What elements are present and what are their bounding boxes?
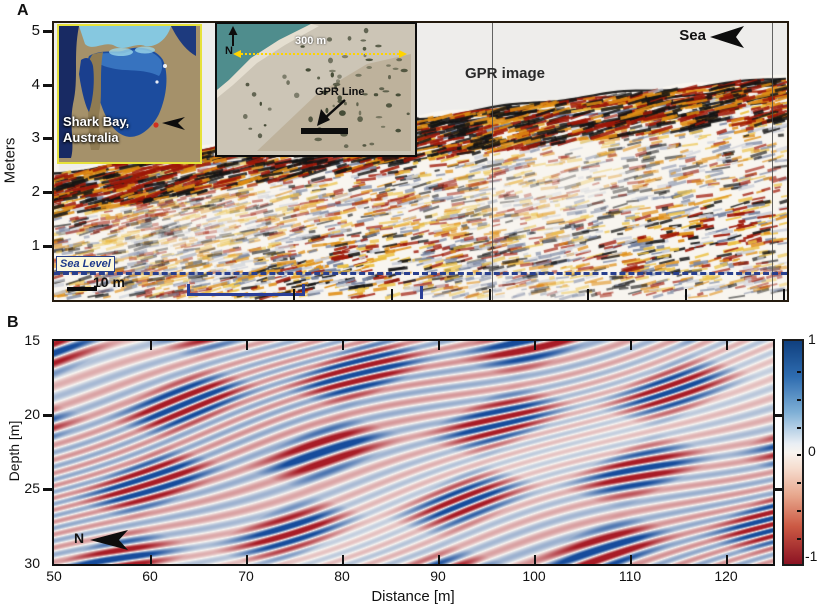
section-bracket-tick bbox=[302, 284, 305, 295]
x-tick bbox=[150, 555, 152, 564]
trace-boundary-line bbox=[772, 23, 773, 300]
y-tick-label: 30 bbox=[24, 555, 40, 571]
x-tick-label: 100 bbox=[522, 568, 546, 584]
depth-axis-label: Depth [m] bbox=[6, 420, 22, 482]
scale-arrow-right-icon bbox=[399, 50, 407, 58]
colorbar-tick-label: -1 bbox=[805, 548, 818, 564]
scale-bar-label: 10 m bbox=[93, 274, 125, 290]
colorbar-tick bbox=[797, 482, 801, 484]
y-tick-label: 25 bbox=[24, 480, 40, 496]
colorbar-tick bbox=[797, 427, 801, 429]
y-tick-label: 5 bbox=[31, 22, 40, 39]
y-tick-right bbox=[775, 488, 783, 491]
aerial-photo-art bbox=[217, 24, 411, 151]
scale-dotted-line bbox=[241, 53, 399, 55]
amplitude-section-panel: N bbox=[52, 339, 775, 566]
y-tick-label: 4 bbox=[31, 76, 40, 93]
y-tick-label: 2 bbox=[31, 183, 40, 200]
x-tick bbox=[150, 341, 152, 350]
gpr-line-arrow-head-icon bbox=[317, 109, 330, 126]
section-bracket-tick bbox=[420, 286, 423, 299]
y-tick bbox=[43, 245, 53, 248]
colorbar-tick bbox=[797, 399, 801, 401]
panel-b-label: B bbox=[7, 314, 19, 331]
y-tick-label: 1 bbox=[31, 237, 40, 254]
vegetation-dots bbox=[243, 27, 410, 149]
x-tick bbox=[726, 341, 728, 350]
site-marker-dot bbox=[153, 122, 159, 128]
section-bracket bbox=[187, 293, 305, 296]
colorbar-tick bbox=[797, 510, 801, 512]
colorbar bbox=[782, 339, 804, 566]
y-tick bbox=[43, 137, 53, 140]
x-tick-label: 60 bbox=[142, 568, 158, 584]
x-tick bbox=[438, 341, 440, 350]
scale-bar bbox=[67, 287, 97, 291]
x-tick bbox=[783, 289, 785, 300]
shark-bay-map-inset: Shark Bay, Australia bbox=[57, 24, 202, 164]
x-tick bbox=[534, 555, 536, 564]
gpr-line-bar bbox=[301, 128, 348, 134]
x-tick-label: 80 bbox=[334, 568, 350, 584]
distance-axis-label: Distance [m] bbox=[371, 588, 455, 605]
colorbar-tick-label: 0 bbox=[808, 443, 816, 459]
gpr-line-arrow-icon bbox=[324, 99, 346, 119]
sea-arrow-icon bbox=[710, 26, 744, 48]
colorbar-tick-label: 1 bbox=[808, 331, 816, 347]
location-arrow-icon bbox=[162, 117, 185, 130]
y-tick bbox=[43, 488, 53, 491]
x-tick bbox=[438, 555, 440, 564]
north-label: N bbox=[225, 45, 233, 57]
x-tick-label: 120 bbox=[714, 568, 738, 584]
inset-caption-line1: Shark Bay, bbox=[63, 114, 130, 129]
colorbar-tick bbox=[797, 371, 801, 373]
scale-300m-label: 300 m bbox=[295, 35, 327, 47]
scale-arrow-left-icon bbox=[233, 50, 241, 58]
amplitude-canvas bbox=[54, 341, 773, 564]
inset-caption-line2: Australia bbox=[63, 130, 119, 145]
panel-a-label: A bbox=[17, 2, 29, 19]
x-tick bbox=[342, 341, 344, 350]
x-tick bbox=[246, 341, 248, 350]
y-tick bbox=[43, 30, 53, 33]
north-label: N bbox=[74, 530, 85, 546]
x-tick bbox=[726, 555, 728, 564]
y-tick-label: 20 bbox=[24, 406, 40, 422]
x-tick bbox=[391, 289, 393, 300]
x-tick bbox=[630, 341, 632, 350]
y-tick bbox=[43, 191, 53, 194]
sea-level-line bbox=[54, 272, 787, 275]
y-tick-label: 3 bbox=[31, 129, 40, 146]
colorbar-tick bbox=[797, 454, 801, 456]
y-tick bbox=[43, 84, 53, 87]
x-tick-label: 90 bbox=[430, 568, 446, 584]
x-tick-label: 70 bbox=[238, 568, 254, 584]
y-tick-label: 15 bbox=[24, 332, 40, 348]
aerial-photo-inset: N 300 m GPR Line bbox=[215, 22, 417, 157]
x-tick-label: 50 bbox=[46, 568, 62, 584]
x-tick bbox=[630, 555, 632, 564]
section-bracket-tick bbox=[187, 284, 190, 295]
gpr-image-label: GPR image bbox=[464, 65, 546, 82]
x-tick-label: 110 bbox=[618, 568, 642, 584]
x-tick bbox=[534, 341, 536, 350]
colorbar-tick bbox=[797, 538, 801, 540]
sea-level-label: Sea Level bbox=[56, 256, 115, 272]
x-tick bbox=[293, 289, 295, 300]
y-tick bbox=[43, 414, 53, 417]
trace-boundary-line bbox=[492, 23, 493, 300]
x-tick bbox=[489, 289, 491, 300]
satellite-map-art bbox=[59, 26, 196, 158]
x-tick bbox=[685, 289, 687, 300]
x-tick bbox=[246, 555, 248, 564]
x-tick bbox=[342, 555, 344, 564]
north-arrow-icon bbox=[90, 530, 128, 550]
sea-label: Sea bbox=[679, 27, 706, 44]
north-arrow-head-icon bbox=[228, 26, 238, 35]
gpr-line-label: GPR Line bbox=[315, 86, 365, 98]
y-tick-right bbox=[775, 414, 783, 417]
x-tick bbox=[587, 289, 589, 300]
